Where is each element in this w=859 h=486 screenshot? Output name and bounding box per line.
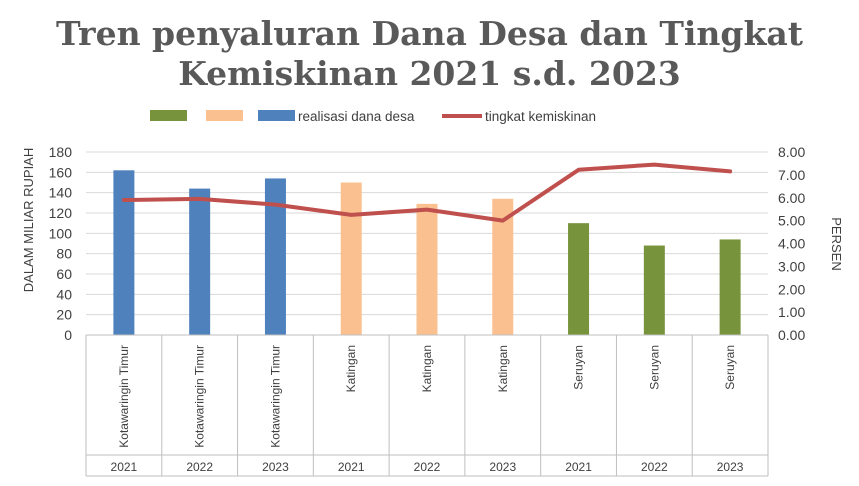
legend-swatch	[258, 110, 295, 121]
x-category-label: Seruyan	[572, 345, 586, 390]
bar	[568, 223, 590, 335]
x-year-label: 2023	[489, 460, 516, 474]
y-tick-label: 60	[56, 266, 72, 282]
x-year-label: 2021	[338, 460, 365, 474]
x-category-label: Kotawaringin Timur	[268, 345, 282, 448]
y-tick-label: 140	[49, 185, 73, 201]
x-year-label: 2022	[186, 460, 213, 474]
bar	[643, 245, 665, 335]
x-category-label: Kotawaringin Timur	[193, 345, 207, 448]
bar	[719, 239, 741, 335]
y-tick-label: 160	[49, 164, 73, 180]
y2-tick-label: 6.00	[778, 190, 805, 206]
x-year-label: 2023	[262, 460, 289, 474]
x-category-label: Kotawaringin Timur	[117, 345, 131, 448]
y-tick-label: 180	[49, 144, 73, 160]
y2-tick-label: 7.00	[778, 167, 805, 183]
y-tick-label: 120	[49, 205, 73, 221]
y2-tick-label: 4.00	[778, 236, 805, 252]
bar	[189, 188, 211, 335]
y2-tick-label: 5.00	[778, 213, 805, 229]
y2-axis-title: PERSEN	[829, 217, 844, 270]
bar	[416, 203, 438, 335]
y-axis-title: DALAM MILIAR RUPIAH	[21, 148, 36, 292]
y2-tick-label: 8.00	[778, 144, 805, 160]
y-tick-label: 80	[56, 246, 72, 262]
y2-tick-label: 2.00	[778, 281, 805, 297]
y-tick-label: 100	[49, 225, 73, 241]
bar	[492, 198, 514, 335]
x-year-label: 2023	[717, 460, 744, 474]
line-series-tingkat-kemiskinan	[121, 162, 733, 223]
x-year-label: 2022	[414, 460, 441, 474]
x-category-label: Katingan	[496, 345, 510, 392]
y-tick-label: 40	[56, 286, 72, 302]
bar	[264, 178, 286, 335]
legend-swatch	[150, 110, 187, 121]
y2-tick-label: 0.00	[778, 327, 805, 343]
chart-title-line-2: Kemiskinan 2021 s.d. 2023	[178, 54, 681, 93]
y-tick-label: 0	[64, 327, 72, 343]
y2-tick-label: 1.00	[778, 304, 805, 320]
bar	[340, 182, 362, 335]
legend-label: tingkat kemiskinan	[485, 109, 596, 124]
x-category-label: Seruyan	[647, 345, 661, 390]
legend-swatch	[206, 110, 243, 121]
x-category-label: Katingan	[420, 345, 434, 392]
y-tick-label: 20	[56, 307, 72, 323]
x-year-label: 2021	[565, 460, 592, 474]
x-year-label: 2021	[111, 460, 138, 474]
x-category-label: Seruyan	[723, 345, 737, 390]
x-category-label: Katingan	[344, 345, 358, 392]
legend-label: realisasi dana desa	[298, 109, 415, 124]
x-year-label: 2022	[641, 460, 668, 474]
bar	[113, 170, 135, 335]
chart-title-line-1: Tren penyaluran Dana Desa dan Tingkat	[56, 14, 803, 53]
y2-tick-label: 3.00	[778, 258, 805, 274]
